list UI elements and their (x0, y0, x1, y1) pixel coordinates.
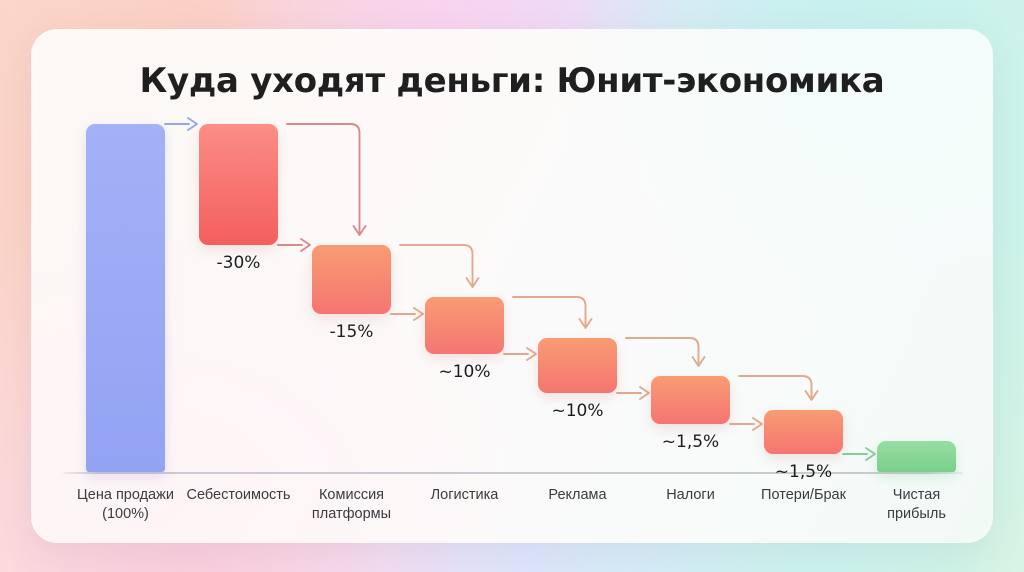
bar-commission (312, 245, 391, 314)
bar-value-label-commission: -15% (329, 322, 374, 342)
bar-taxes (651, 376, 730, 424)
step-arrow-ads-to-taxes (639, 386, 650, 400)
step-arrow-price-to-cogs (187, 117, 198, 131)
axis-baseline (63, 472, 963, 474)
drop-connector-commission-to-logistics (399, 244, 474, 286)
page-title: Куда уходят деньги: Юнит-экономика (139, 61, 885, 101)
category-label-ads: Реклама (548, 487, 607, 503)
bar-value-label-cogs: -30% (216, 253, 261, 273)
category-label-profit: Чистая прибыль (887, 487, 946, 522)
step-arrow-taxes-to-defects (752, 417, 763, 431)
drop-connector-taxes-to-defects (738, 375, 813, 399)
bar-value-label-logistics: ~10% (438, 362, 491, 382)
bar-cogs (199, 124, 278, 245)
bar-ads (538, 338, 617, 393)
category-label-taxes: Налоги (666, 487, 715, 503)
bar-price (86, 124, 165, 472)
drop-arrow-cogs-to-commission (352, 225, 367, 236)
bar-value-label-defects: ~1,5% (774, 462, 833, 482)
step-arrow-defects-to-profit (865, 447, 876, 461)
waterfall-plot: Цена продажи (100%) -30% Себестоимость -15%… (31, 29, 993, 543)
drop-arrow-taxes-to-defects (804, 390, 819, 401)
drop-arrow-ads-to-taxes (691, 356, 706, 367)
bar-logistics (425, 297, 504, 354)
bar-value-label-ads: ~10% (551, 401, 604, 421)
category-label-defects: Потери/Брак (761, 487, 846, 503)
step-arrow-logistics-to-ads (526, 347, 537, 361)
bar-value-label-taxes: ~1,5% (661, 432, 720, 452)
drop-arrow-logistics-to-ads (578, 318, 593, 329)
category-label-logistics: Логистика (430, 487, 499, 503)
drop-connector-logistics-to-ads (512, 296, 587, 327)
step-arrow-cogs-to-commission (300, 238, 311, 252)
bar-profit (877, 441, 956, 472)
category-label-price: Цена продажи (100%) (77, 487, 174, 522)
chart-card: Куда уходят деньги: Юнит-экономика Цена … (31, 29, 993, 543)
drop-connector-cogs-to-commission (286, 123, 361, 234)
drop-arrow-commission-to-logistics (465, 277, 480, 288)
bar-defects (764, 410, 843, 454)
drop-connector-ads-to-taxes (625, 337, 700, 365)
step-arrow-commission-to-logistics (413, 307, 424, 321)
category-label-cogs: Себестоимость (186, 487, 291, 503)
category-label-commission: Комиссия платформы (311, 487, 392, 522)
